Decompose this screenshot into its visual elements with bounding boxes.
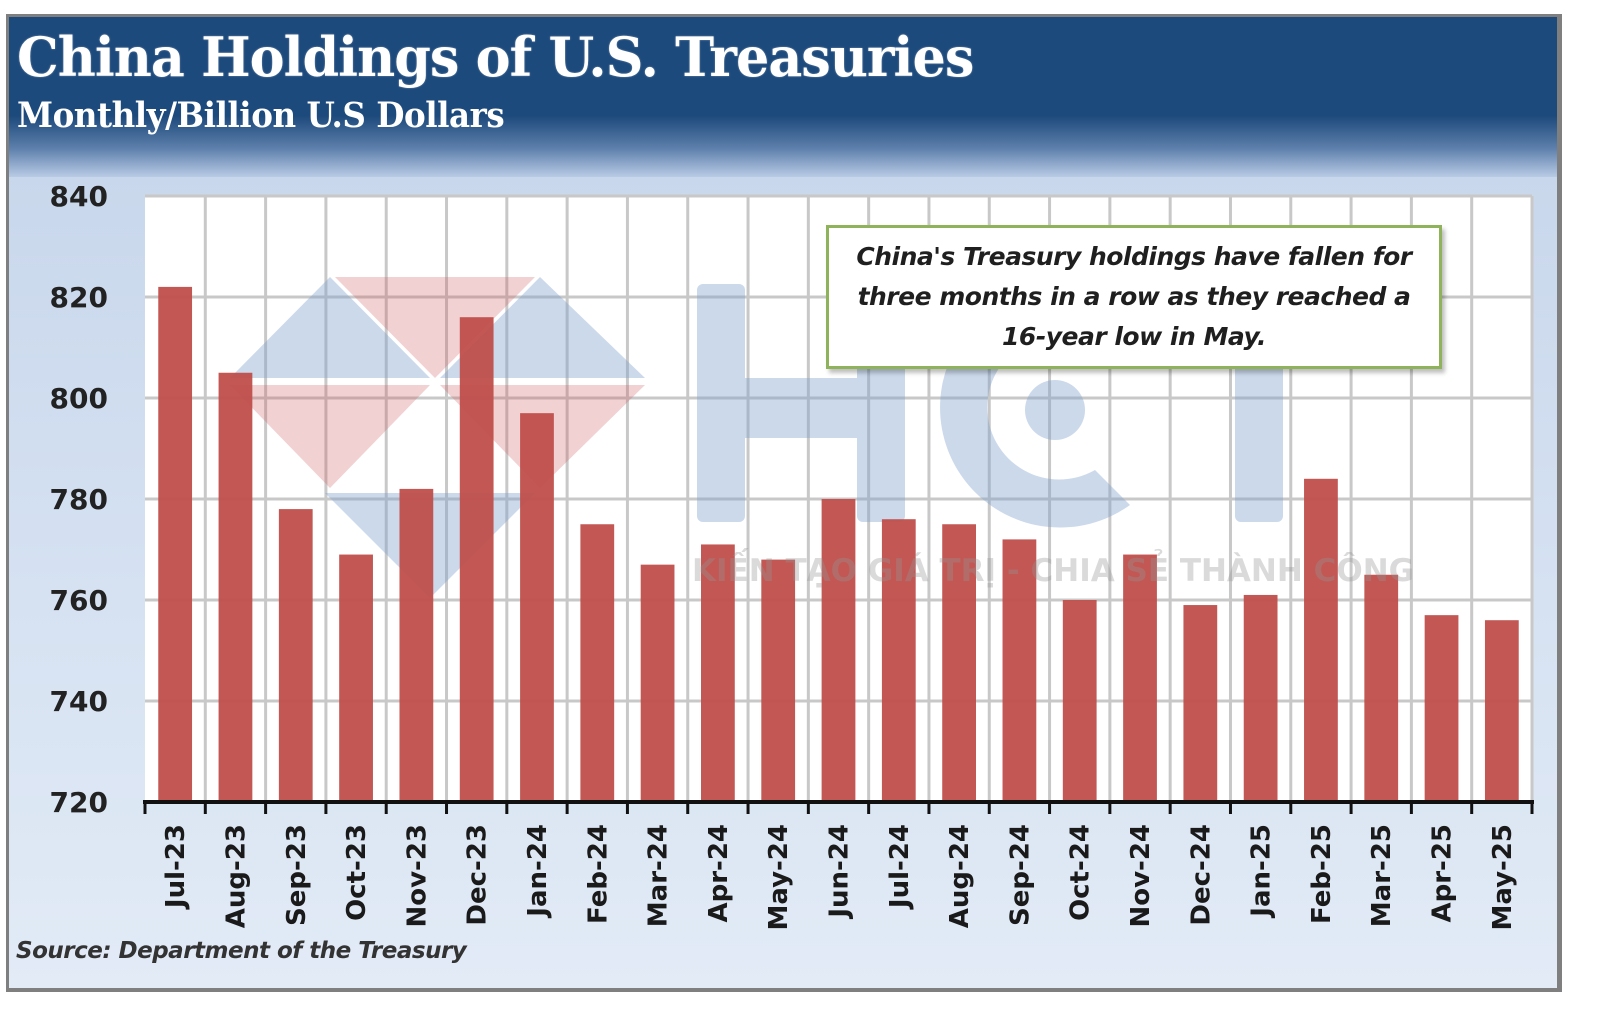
bar-nov-23 (399, 488, 434, 802)
watermark-diamond-red-top (335, 277, 535, 378)
x-tick-label: Dec-24 (1186, 824, 1216, 926)
x-axis-ticks: Jul-23 Aug-23 Sep-23 Oct-23 Nov-23 Dec-23 Jan-… (161, 824, 1518, 931)
x-tick-label: Jan-24 (523, 824, 553, 919)
annotation-text: China's Treasury holdings have fallen fo… (856, 242, 1412, 351)
bar-dec-24 (1183, 605, 1218, 802)
watermark-letter-h-bar (745, 378, 857, 438)
bar-sep-23 (278, 509, 313, 802)
x-tick-label: Mar-24 (644, 824, 674, 927)
chart-subtitle: Monthly/Billion U.S Dollars (17, 95, 505, 136)
bar-mar-24 (640, 564, 675, 802)
bar-jun-24 (821, 499, 856, 802)
x-tick-label: Oct-24 (1066, 824, 1096, 921)
y-tick-label: 800 (50, 382, 108, 415)
x-tick-label: Jun-24 (825, 824, 855, 920)
bar-jan-25 (1243, 594, 1278, 802)
x-tick-label: Jul-23 (161, 824, 191, 910)
bar-sep-24 (1002, 539, 1037, 802)
x-tick-label: Feb-25 (1307, 824, 1337, 924)
bar-feb-25 (1304, 478, 1338, 802)
chart-header: China Holdings of U.S. Treasuries Monthl… (9, 17, 1557, 177)
bar-jul-24 (881, 519, 916, 802)
bars (158, 286, 1519, 802)
bar-jul-23 (158, 286, 193, 802)
annotation-box: China's Treasury holdings have fallen fo… (826, 225, 1442, 369)
bar-aug-24 (942, 524, 976, 802)
x-tick-label: Apr-24 (704, 824, 734, 923)
bar-feb-24 (580, 524, 615, 802)
y-tick-label: 780 (50, 483, 108, 516)
x-tick-label: Sep-24 (1005, 824, 1035, 926)
x-tick-label: Dec-23 (463, 824, 493, 926)
bar-apr-25 (1424, 615, 1459, 802)
y-tick-label: 840 (50, 180, 108, 213)
x-tick-label: Nov-24 (1126, 824, 1156, 928)
y-tick-label: 820 (50, 281, 108, 314)
bar-may-24 (761, 559, 796, 802)
bar-oct-23 (339, 554, 373, 802)
x-tick-label: Jan-25 (1247, 824, 1277, 919)
y-tick-label: 740 (50, 685, 108, 718)
x-tick-label: Aug-24 (945, 824, 975, 928)
y-tick-label: 760 (50, 584, 108, 617)
bar-aug-23 (218, 372, 253, 802)
watermark-diamond-blue-top (230, 277, 430, 378)
chart-title: China Holdings of U.S. Treasuries (17, 25, 974, 89)
y-axis-ticks: 720 740 760 780 800 820 840 (50, 180, 108, 819)
source-note: Source: Department of the Treasury (16, 938, 467, 964)
bar-may-25 (1484, 620, 1519, 802)
watermark-tagline: KIẾN TẠO GIÁ TRỊ - CHIA SẺ THÀNH CÔNG (692, 553, 1415, 589)
watermark-diamond-red-left (230, 385, 430, 488)
x-tick-label: Nov-23 (402, 824, 432, 928)
watermark-letter-t-stem (1235, 332, 1283, 522)
x-tick-label: Sep-23 (282, 824, 312, 926)
bar-jan-24 (520, 413, 554, 802)
watermark-letter-c-dot (1025, 380, 1085, 440)
x-tick-label: Aug-23 (221, 824, 251, 928)
watermark-letter-h-left (697, 284, 745, 522)
bar-nov-24 (1123, 554, 1157, 802)
x-tick-label: Jul-24 (885, 824, 915, 910)
bar-mar-25 (1364, 574, 1399, 802)
x-axis (143, 800, 1534, 814)
x-tick-label: May-24 (764, 824, 794, 931)
x-tick-label: May-25 (1488, 824, 1518, 931)
x-tick-label: Feb-24 (583, 824, 613, 924)
x-tick-label: Apr-25 (1428, 824, 1458, 923)
x-tick-label: Oct-23 (342, 824, 372, 921)
x-tick-label: Mar-25 (1367, 824, 1397, 927)
bar-oct-24 (1062, 600, 1097, 802)
bar-dec-23 (459, 317, 494, 802)
bar-apr-24 (701, 544, 735, 802)
y-tick-label: 720 (50, 786, 108, 819)
